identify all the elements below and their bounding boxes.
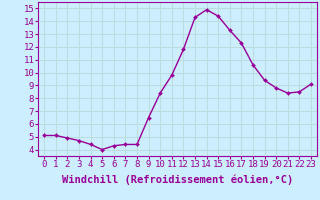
X-axis label: Windchill (Refroidissement éolien,°C): Windchill (Refroidissement éolien,°C) xyxy=(62,175,293,185)
